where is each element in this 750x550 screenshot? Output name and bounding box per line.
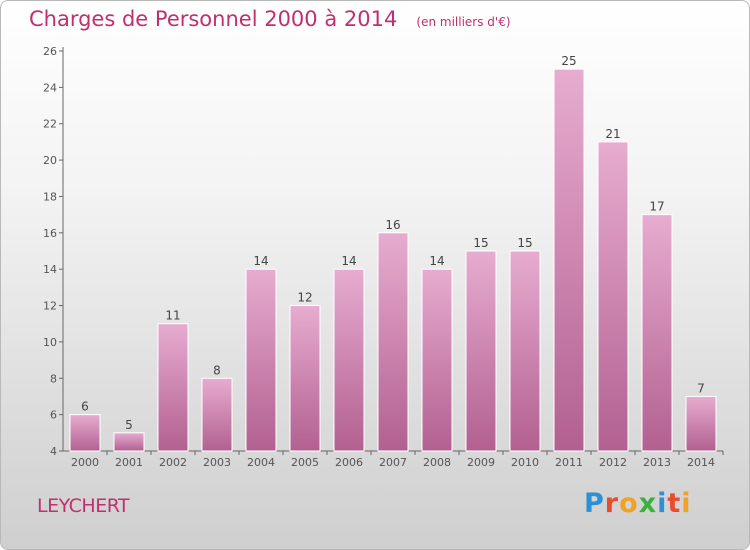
y-tick-label: 24	[43, 81, 57, 94]
y-tick-label: 6	[50, 409, 57, 422]
bar	[245, 268, 277, 452]
bar-value-label: 12	[297, 291, 312, 305]
bar-value-label: 25	[561, 54, 576, 68]
x-tick-label: 2009	[467, 456, 495, 469]
bar	[553, 68, 585, 452]
title-row: Charges de Personnel 2000 à 2014 (en mil…	[29, 7, 511, 31]
bar-value-label: 17	[649, 200, 664, 214]
y-tick-label: 10	[43, 336, 57, 349]
x-tick-label: 2013	[643, 456, 671, 469]
bar	[685, 395, 717, 452]
x-tick-label: 2012	[599, 456, 627, 469]
chart-title: Charges de Personnel 2000 à 2014	[29, 7, 398, 31]
bars: 6 5 11 8 14 12 14 16 14 15 15 25 21 17 7	[69, 54, 717, 452]
y-tick-label: 14	[43, 263, 57, 276]
commune-name: LEYCHERT	[37, 495, 130, 517]
bar	[69, 414, 101, 452]
y-tick-label: 12	[43, 300, 57, 313]
logo-letter: r	[604, 488, 620, 519]
bar	[509, 250, 541, 452]
y-tick-label: 18	[43, 190, 57, 203]
bar-value-label: 14	[341, 254, 356, 268]
bar-value-label: 11	[165, 309, 180, 323]
x-tick-label: 2010	[511, 456, 539, 469]
x-tick-label: 2003	[203, 456, 231, 469]
proxiti-logo[interactable]: Proxiti	[584, 488, 692, 519]
x-tick-label: 2004	[247, 456, 275, 469]
y-tick-label: 26	[43, 45, 57, 58]
bar	[157, 323, 189, 452]
bar-value-label: 14	[253, 254, 268, 268]
x-tick-label: 2002	[159, 456, 187, 469]
x-tick-label: 2005	[291, 456, 319, 469]
bar	[113, 432, 145, 452]
y-tick-label: 16	[43, 227, 57, 240]
bar-value-label: 14	[429, 254, 444, 268]
bar-value-label: 5	[125, 418, 133, 432]
bar	[465, 250, 497, 452]
x-tick-label: 2014	[687, 456, 715, 469]
bar	[377, 232, 409, 452]
bar-value-label: 21	[605, 127, 620, 141]
bar-value-label: 15	[517, 236, 532, 250]
y-tick-label: 8	[50, 372, 57, 385]
logo-letter: o	[619, 488, 639, 519]
x-tick-label: 2007	[379, 456, 407, 469]
logo-letter: t	[667, 488, 682, 519]
bar	[421, 268, 453, 452]
bar	[201, 377, 233, 452]
x-tick-label: 2001	[115, 456, 143, 469]
bar-value-label: 7	[697, 381, 705, 395]
bar	[641, 214, 673, 452]
bar-value-label: 6	[81, 400, 89, 414]
x-tick-label: 2011	[555, 456, 583, 469]
bar	[597, 141, 629, 452]
logo-letter: x	[638, 488, 658, 519]
bar	[333, 268, 365, 452]
logo-letter: i	[657, 488, 668, 519]
x-tick-label: 2006	[335, 456, 363, 469]
bar-value-label: 16	[385, 218, 400, 232]
bar	[289, 305, 321, 452]
y-tick-label: 20	[43, 154, 57, 167]
x-tick-label: 2008	[423, 456, 451, 469]
bar-value-label: 8	[213, 363, 221, 377]
y-tick-label: 4	[50, 445, 57, 458]
bar-value-label: 15	[473, 236, 488, 250]
y-tick-label: 22	[43, 118, 57, 131]
axes: 4 6 8 10 12 14 16 18 20 22 24 26 2000 2001 2002 2003 200…	[43, 45, 724, 469]
logo-letter: P	[584, 488, 605, 519]
x-tick-label: 2000	[71, 456, 99, 469]
chart-unit: (en milliers d'€)	[416, 15, 511, 29]
logo-letter: i	[681, 488, 692, 519]
